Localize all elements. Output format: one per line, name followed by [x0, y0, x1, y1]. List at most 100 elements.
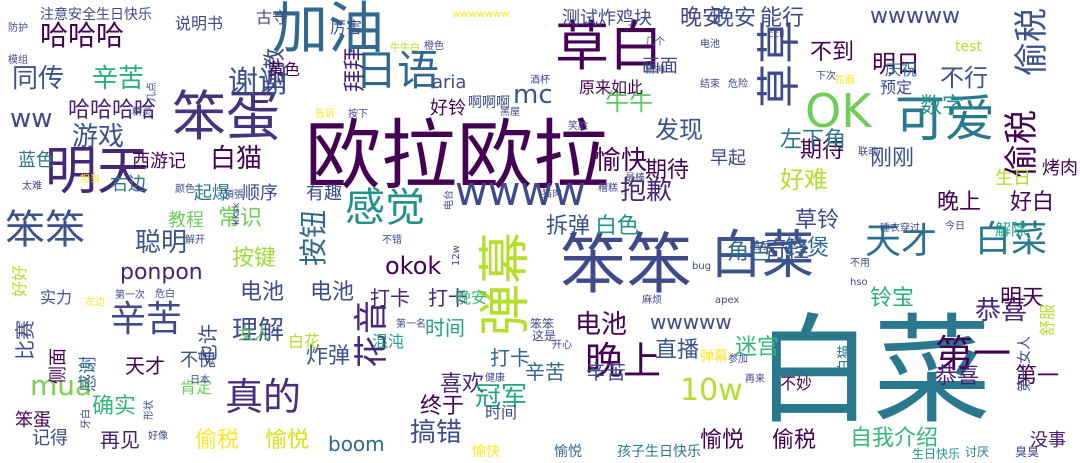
- cloud-word: 偷税: [195, 428, 240, 453]
- cloud-word: 这是: [532, 329, 557, 343]
- cloud-word: 精灵: [132, 107, 152, 118]
- cloud-word: 明天: [1000, 286, 1045, 311]
- cloud-word: okok: [385, 252, 442, 280]
- cloud-word: 担当: [80, 174, 100, 185]
- cloud-word: 糟糕: [598, 183, 618, 194]
- cloud-word: 模组: [8, 55, 28, 66]
- cloud-word: 愉悦: [265, 428, 310, 453]
- cloud-word: 最棒: [625, 173, 645, 184]
- cloud-word: 笨笨: [5, 207, 85, 253]
- cloud-word: 能行: [760, 6, 805, 31]
- cloud-word: 辛苦: [110, 299, 183, 340]
- cloud-word: 电池: [310, 280, 355, 305]
- cloud-word: mua: [30, 369, 93, 402]
- cloud-word: 晚上: [937, 190, 982, 215]
- cloud-word: 牙白: [81, 409, 92, 429]
- cloud-word: 啊啊啊: [468, 95, 510, 111]
- cloud-word: 时间: [485, 403, 518, 422]
- cloud-word: 愉悦: [700, 428, 745, 453]
- cloud-word: 感觉: [345, 185, 425, 231]
- cloud-word: 蓝色: [18, 150, 54, 171]
- cloud-word: 谢谢: [228, 65, 288, 100]
- cloud-word: 解除: [995, 220, 1028, 239]
- cloud-word: 危险: [728, 79, 748, 90]
- cloud-word: 拆弹: [546, 214, 591, 239]
- cloud-word: 日语: [355, 46, 440, 95]
- cloud-word: 黑屋: [500, 107, 520, 118]
- cloud-word: 黄色: [268, 60, 301, 79]
- cloud-word: 辛苦: [525, 360, 565, 384]
- cloud-word: 晚上: [585, 339, 662, 383]
- cloud-word: 期待: [800, 138, 845, 163]
- cloud-word: 讨厌: [965, 445, 990, 459]
- cloud-word: 终于: [420, 394, 465, 419]
- cloud-word: 时间: [425, 316, 465, 340]
- cloud-word: 第一次: [115, 290, 145, 301]
- cloud-word: 恭喜: [975, 296, 1028, 326]
- cloud-word: kksk: [231, 202, 242, 225]
- cloud-word: 12w: [451, 245, 462, 266]
- cloud-word: 结束: [700, 79, 720, 90]
- cloud-word: 笨笨: [560, 226, 692, 303]
- cloud-word: 直播: [655, 338, 700, 363]
- cloud-word: aria: [432, 72, 467, 93]
- cloud-word: 辛苦: [92, 64, 145, 94]
- cloud-word: 早起: [710, 148, 746, 169]
- cloud-word: 下次: [816, 71, 836, 82]
- cloud-word: 左下角: [780, 128, 847, 153]
- cloud-word: 喜欢: [440, 372, 485, 397]
- cloud-word: 孩子生日快乐: [617, 444, 701, 460]
- cloud-word: 联动: [858, 147, 878, 158]
- cloud-word: 电台: [444, 190, 455, 210]
- cloud-word: 弹幕: [700, 349, 728, 365]
- cloud-word: 愉悦: [554, 444, 582, 460]
- cloud-word: 教程: [168, 210, 204, 231]
- cloud-word: 天才: [865, 221, 938, 262]
- cloud-word: 同传: [12, 64, 65, 94]
- cloud-word: 不错: [382, 235, 402, 246]
- cloud-word: 草铃: [795, 208, 840, 233]
- cloud-word: 理解: [232, 316, 285, 346]
- cloud-word: 奇怪: [765, 238, 810, 263]
- cloud-word: 哈哈哈: [40, 19, 125, 52]
- cloud-word: 不用: [850, 258, 870, 269]
- cloud-word: 不到: [810, 40, 855, 65]
- cloud-word: 几个: [645, 37, 665, 48]
- cloud-word: 舒服: [1038, 303, 1057, 336]
- cloud-word: wwww: [455, 169, 586, 215]
- cloud-word: 晚安: [455, 288, 488, 307]
- cloud-word: 天才: [125, 354, 165, 378]
- cloud-word: 可爱: [895, 90, 995, 148]
- cloud-word: 麻烦: [642, 295, 662, 306]
- cloud-word: 好像: [148, 431, 168, 442]
- cloud-word: 电池: [575, 310, 628, 340]
- cloud-word: 白花: [288, 332, 321, 351]
- cloud-word: 铃煲: [785, 236, 830, 261]
- cloud-word: 注意安全生日快乐: [40, 7, 152, 23]
- cloud-word: OK: [805, 84, 872, 138]
- cloud-word: 聪明: [135, 228, 188, 258]
- cloud-word: ponpon: [120, 260, 203, 285]
- cloud-word: 记得: [32, 428, 68, 449]
- cloud-word: 牛牛白: [390, 43, 420, 54]
- cloud-word: 欧拉欧拉: [305, 111, 609, 200]
- cloud-word: 解开: [185, 235, 205, 246]
- cloud-word: 恭喜: [935, 364, 980, 389]
- cloud-word: 好好: [10, 264, 29, 297]
- cloud-word: 西游记: [132, 151, 186, 172]
- cloud-word: 臭臭: [1015, 445, 1040, 459]
- cloud-word: 说明书: [175, 14, 224, 33]
- cloud-word: wwwwwww: [452, 9, 510, 20]
- cloud-word: 笑脸: [568, 121, 588, 132]
- cloud-word: 日本: [190, 375, 210, 386]
- cloud-word: 偷税: [1012, 8, 1052, 76]
- cloud-word: 笨笨: [530, 317, 555, 331]
- cloud-word: 明日: [872, 50, 920, 78]
- cloud-word: 晚安: [712, 6, 757, 31]
- cloud-word: 打卡: [370, 286, 410, 310]
- cloud-word: 游戏: [72, 122, 125, 152]
- cloud-word: 实力: [40, 288, 73, 307]
- cloud-word: 防护: [8, 23, 28, 34]
- cloud-word: 画面: [642, 56, 678, 77]
